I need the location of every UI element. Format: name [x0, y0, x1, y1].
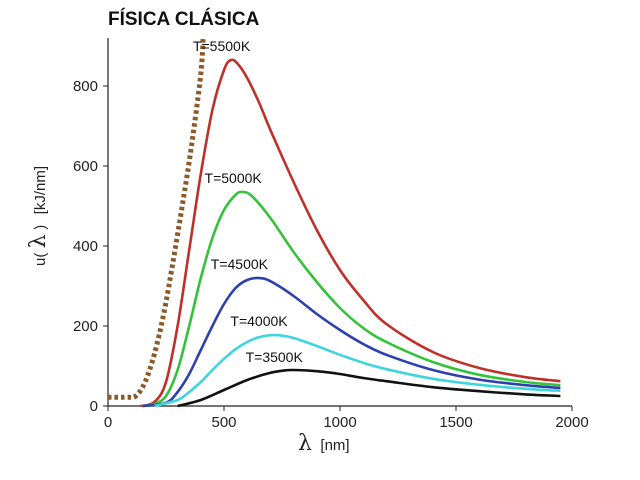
curve-t-5000k [142, 190, 561, 408]
curve-label: T=5000K [205, 170, 263, 186]
curve-labels: T=5500K T=5000K T=4500K T=4000K T=3500K [193, 38, 304, 365]
x-tick-labels: 0 500 1000 1500 2000 [104, 414, 589, 431]
x-tick-label: 500 [211, 414, 236, 431]
y-tick-label: 400 [73, 238, 98, 255]
y-axis-symbol: λ [26, 234, 51, 248]
y-tick-label: 0 [90, 398, 98, 415]
y-axis-label: u( λ ) [kJ/nm] [26, 166, 51, 266]
curve-label: T=3500K [246, 349, 304, 365]
y-tick-label: 800 [73, 78, 98, 95]
x-tick-label: 0 [104, 414, 112, 431]
curve-label: T=4000K [230, 313, 288, 329]
x-axis-label: λ [nm] [298, 431, 350, 456]
curve-t-3500k [177, 368, 561, 408]
curve-label: T=4500K [211, 256, 269, 272]
curves [107, 37, 561, 408]
y-axis-suffix: ) [32, 225, 49, 230]
y-tick-label: 600 [73, 158, 98, 175]
y-tick-label: 200 [73, 318, 98, 335]
curve-t-5500k [140, 58, 561, 408]
x-axis-unit: [nm] [320, 437, 349, 454]
y-axis-prefix: u( [32, 253, 49, 266]
x-tick-label: 1500 [439, 414, 472, 431]
curve-t-4500k [142, 276, 561, 408]
axes [103, 38, 573, 411]
classical-curve [107, 37, 206, 400]
y-axis-unit: [kJ/nm] [32, 166, 49, 214]
y-tick-labels: 0 200 400 600 800 [73, 78, 98, 415]
x-axis-symbol: λ [298, 431, 312, 456]
x-tick-label: 2000 [555, 414, 588, 431]
curve-label: T=5500K [193, 38, 251, 54]
curve-t-4000k [154, 333, 561, 408]
x-tick-label: 1000 [323, 414, 356, 431]
chart-title: FÍSICA CLÁSICA [108, 8, 260, 30]
